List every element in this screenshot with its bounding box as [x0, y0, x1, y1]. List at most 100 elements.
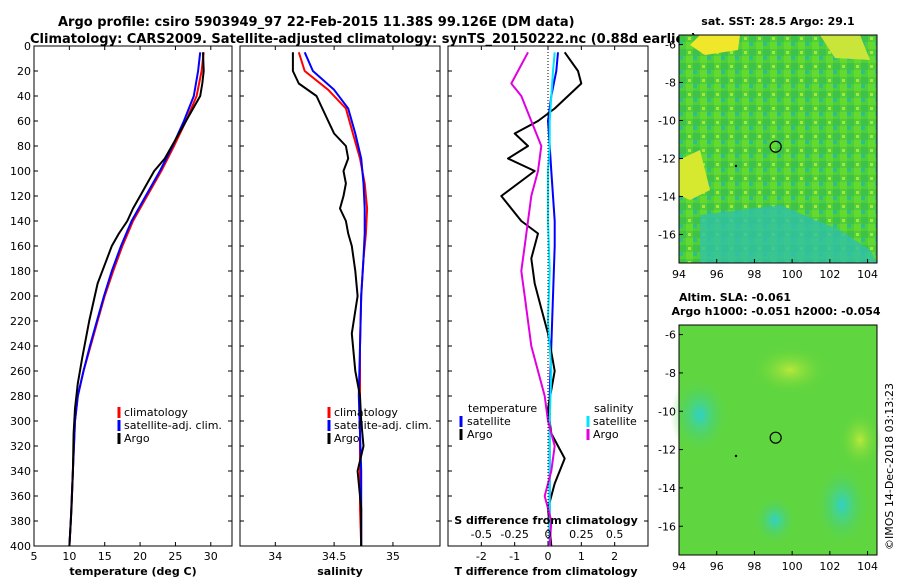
sla-map-high-anomaly-2: [838, 410, 882, 470]
difference-legend-sal-satellite: satellite: [593, 415, 637, 428]
sst-map-y-ticks: -6 -8 -10 -12 -14 -16: [658, 39, 683, 242]
sst-map-warm-patch-2: [820, 35, 870, 60]
sla-map-title: Altim. SLA: -0.061: [679, 291, 791, 304]
map-ytick-label: -16: [658, 229, 676, 242]
sla-map-high-anomaly: [750, 345, 830, 395]
temperature-x-label: temperature (deg C): [69, 565, 196, 578]
sla-map-y-ticks: -6 -8 -10 -12 -14 -16: [658, 329, 683, 533]
difference-top-x-label: S difference from climatology: [454, 514, 638, 527]
difference-legend-temp-satellite: satellite: [467, 415, 511, 428]
map-xtick-label: 100: [782, 560, 803, 573]
depth-tick-label: 260: [10, 365, 31, 378]
map-ytick-label: -10: [658, 405, 676, 418]
depth-tick-label: 120: [10, 190, 31, 203]
d-xtick-label: 1: [578, 550, 585, 563]
depth-tick-label: 400: [10, 540, 31, 553]
t-xtick-label: 25: [168, 550, 182, 563]
map-xtick-label: 100: [782, 268, 803, 281]
difference-lines: [500, 46, 583, 546]
difference-top-xtick-label: -0.25: [500, 528, 528, 541]
t-xtick-label: 10: [62, 550, 76, 563]
title-line1: Argo profile: csiro 5903949_97 22-Feb-20…: [58, 15, 575, 30]
difference-top-xtick-label: 0.25: [569, 528, 594, 541]
map-xtick-label: 94: [672, 560, 686, 573]
temperature-legend: climatology satellite-adj. clim. Argo: [117, 406, 222, 445]
depth-tick-label: 20: [17, 65, 31, 78]
map-xtick-label: 98: [747, 268, 761, 281]
temperature-y-ticks: 0 20 40 60 80 100 120 140 160 180 200 220 240 260 280 3…: [10, 40, 232, 553]
t-xtick-label: 5: [31, 550, 38, 563]
map-xtick-label: 98: [747, 560, 761, 573]
depth-tick-label: 340: [10, 465, 31, 478]
t-series-argo: [68, 52, 205, 546]
difference-legend-salinity: salinity satellite Argo: [586, 402, 637, 441]
difference-top-x-ticks: -0.5 -0.25 0 0.25 0.5: [471, 528, 624, 541]
depth-tick-label: 360: [10, 490, 31, 503]
s-series-argo: [291, 52, 365, 546]
map-ytick-label: -16: [658, 520, 676, 533]
difference-legend-temp-argo: Argo: [467, 428, 493, 441]
sla-map-small-dot: [734, 454, 738, 458]
depth-tick-label: 40: [17, 90, 31, 103]
d-series-salinity-argo: [510, 51, 556, 546]
title-line2: Climatology: CARS2009. Satellite-adjuste…: [30, 32, 697, 47]
map-ytick-label: -8: [665, 77, 676, 90]
d-xtick-label: -1: [509, 550, 520, 563]
sst-map-small-dot: [734, 164, 738, 168]
sla-map-frame: [678, 324, 878, 556]
temperature-x-ticks: 5 10 15 20 25 30: [31, 46, 218, 563]
t-xtick-label: 30: [204, 550, 218, 563]
salinity-legend-argo: Argo: [334, 432, 360, 445]
map-xtick-label: 94: [672, 268, 686, 281]
t-xtick-label: 15: [98, 550, 112, 563]
sst-map-cool-patch: [700, 205, 877, 263]
sst-map-profile-marker: [769, 140, 782, 153]
temperature-axes-frame: [33, 45, 233, 547]
difference-legend-temperature: temperature satellite Argo: [459, 402, 537, 441]
s-xtick-label: 34.5: [322, 550, 347, 563]
temperature-legend-satellite: satellite-adj. clim.: [124, 419, 222, 432]
difference-top-xtick-label: 0.5: [606, 528, 624, 541]
d-xtick-label: 0: [545, 550, 552, 563]
temperature-lines: [68, 52, 205, 546]
map-ytick-label: -8: [665, 367, 676, 380]
map-xtick-label: 102: [819, 268, 840, 281]
sst-map-x-ticks: 94 96 98 100 102 104: [672, 259, 878, 281]
salinity-legend-satellite: satellite-adj. clim.: [334, 419, 432, 432]
s-xtick-label: 35: [386, 550, 400, 563]
difference-legend-sal-argo: Argo: [593, 428, 619, 441]
depth-tick-label: 280: [10, 390, 31, 403]
depth-tick-label: 380: [10, 515, 31, 528]
depth-tick-label: 180: [10, 265, 31, 278]
depth-tick-label: 240: [10, 340, 31, 353]
depth-tick-label: 200: [10, 290, 31, 303]
s-series-satellite-adj-clim-: [303, 51, 366, 546]
sla-map-x-ticks: 94 96 98 100 102 104: [672, 551, 878, 573]
sst-map-frame: [678, 34, 878, 264]
salinity-axes-frame: [239, 45, 441, 547]
map-xtick-label: 102: [819, 560, 840, 573]
depth-tick-label: 140: [10, 215, 31, 228]
depth-tick-label: 60: [17, 115, 31, 128]
map-ytick-label: -10: [658, 115, 676, 128]
salinity-y-ticks: [240, 45, 440, 547]
difference-top-xtick-label: -0.5: [471, 528, 492, 541]
d-xtick-label: 2: [611, 550, 618, 563]
sst-map-warm-patch-3: [679, 150, 710, 200]
salinity-panel: 34 34.5 35 salinity climatology satellite-…: [239, 45, 441, 578]
imos-watermark: ©IMOS 14-Dec-2018 03:13:23: [883, 383, 896, 550]
map-xtick-label: 96: [710, 560, 724, 573]
salinity-lines: [291, 51, 369, 546]
salinity-legend: climatology satellite-adj. clim. Argo: [327, 406, 432, 445]
salinity-x-label: salinity: [317, 565, 363, 578]
map-ytick-label: -6: [665, 39, 676, 52]
sla-map-profile-marker: [769, 431, 782, 444]
salinity-x-ticks: 34 34.5 35: [268, 46, 400, 563]
sla-map-low-anomaly-2: [814, 463, 870, 547]
difference-legend-temperature-title: temperature: [468, 402, 537, 415]
difference-panel: -2 -1 0 1 2 S difference from climatology -0…: [447, 45, 649, 578]
depth-tick-label: 320: [10, 440, 31, 453]
map-ytick-label: -12: [658, 444, 676, 457]
depth-tick-label: 220: [10, 315, 31, 328]
temperature-legend-argo: Argo: [124, 432, 150, 445]
